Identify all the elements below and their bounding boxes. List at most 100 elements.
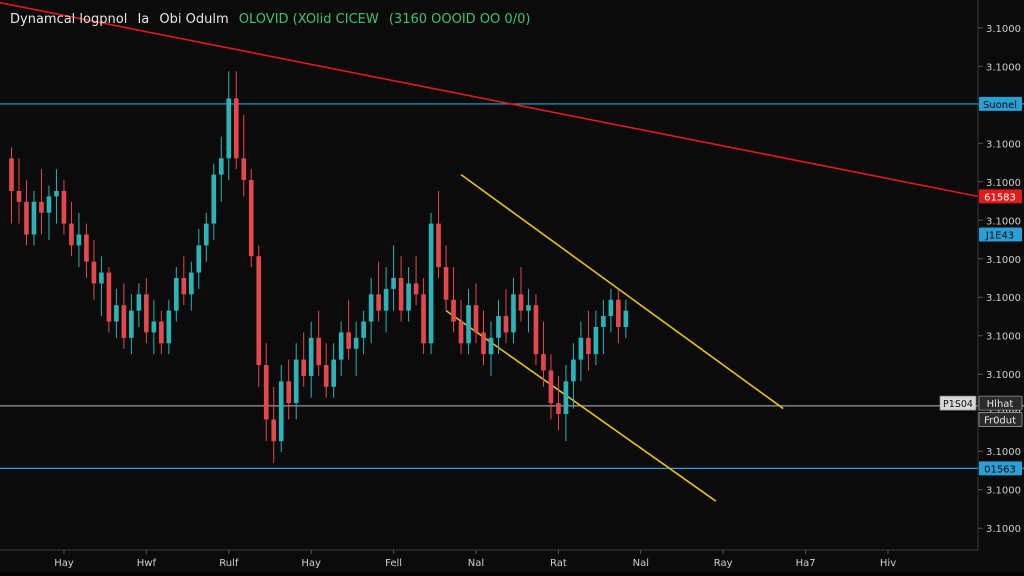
candle[interactable]: [218, 136, 224, 202]
candle[interactable]: [46, 185, 52, 240]
price-tag[interactable]: Suonel: [979, 96, 1022, 111]
candle[interactable]: [39, 169, 44, 235]
candle[interactable]: [293, 343, 299, 420]
interval-label[interactable]: Ia: [137, 12, 150, 27]
price-tag-label: J1E43: [985, 230, 1014, 241]
candle[interactable]: [533, 294, 539, 366]
candle[interactable]: [76, 212, 82, 268]
candle[interactable]: [121, 283, 127, 349]
candle[interactable]: [578, 321, 584, 382]
candle[interactable]: [106, 267, 112, 333]
candle[interactable]: [84, 223, 89, 278]
candle[interactable]: [241, 114, 247, 197]
candle[interactable]: [421, 278, 426, 355]
price-tag[interactable]: 01563: [979, 461, 1022, 476]
candle[interactable]: [271, 386, 277, 463]
candle[interactable]: [623, 299, 629, 338]
candle[interactable]: [541, 321, 546, 387]
candle[interactable]: [286, 359, 292, 420]
candle[interactable]: [488, 321, 494, 376]
candle[interactable]: [256, 245, 262, 387]
candle[interactable]: [443, 245, 449, 311]
candle[interactable]: [353, 321, 359, 376]
price-tag[interactable]: Hlhat: [978, 395, 1023, 411]
line-label[interactable]: P1S04: [939, 395, 977, 411]
candle[interactable]: [406, 267, 411, 322]
candle[interactable]: [91, 239, 97, 300]
candle[interactable]: [616, 288, 621, 344]
candle[interactable]: [428, 212, 434, 355]
candle[interactable]: [593, 310, 599, 366]
candle-body: [121, 305, 127, 338]
candle[interactable]: [136, 283, 142, 327]
candle[interactable]: [473, 283, 479, 344]
candle-body: [106, 272, 112, 322]
candle[interactable]: [451, 267, 456, 333]
candle[interactable]: [211, 163, 217, 240]
candle[interactable]: [346, 299, 351, 360]
candle[interactable]: [174, 267, 179, 322]
candle[interactable]: [144, 278, 149, 344]
candle[interactable]: [159, 310, 164, 355]
candle[interactable]: [398, 256, 404, 322]
candle[interactable]: [188, 261, 194, 311]
candle[interactable]: [496, 299, 501, 355]
candle[interactable]: [503, 288, 509, 344]
candle[interactable]: [458, 299, 464, 355]
candle[interactable]: [16, 158, 22, 224]
candle[interactable]: [31, 190, 37, 246]
candle[interactable]: [391, 245, 396, 311]
candle[interactable]: [548, 354, 554, 420]
candle[interactable]: [226, 71, 232, 181]
candle[interactable]: [586, 310, 591, 371]
candle[interactable]: [563, 365, 569, 442]
price-tag[interactable]: Fr0dut: [978, 412, 1023, 427]
candle[interactable]: [278, 365, 284, 453]
candle[interactable]: [129, 294, 134, 355]
candle[interactable]: [368, 278, 374, 344]
candle[interactable]: [69, 201, 74, 257]
candle[interactable]: [413, 256, 419, 306]
candle[interactable]: [203, 212, 209, 262]
candle[interactable]: [518, 267, 524, 322]
trendline-red-downtrend[interactable]: [0, 1, 979, 198]
candle[interactable]: [114, 288, 119, 338]
candle[interactable]: [338, 321, 344, 376]
candle[interactable]: [466, 288, 471, 355]
candle[interactable]: [181, 256, 187, 306]
candle[interactable]: [601, 299, 606, 355]
candle-body: [9, 158, 14, 191]
candle[interactable]: [556, 375, 561, 431]
candle[interactable]: [263, 343, 269, 442]
candle[interactable]: [24, 180, 29, 246]
candle[interactable]: [196, 229, 202, 289]
candle[interactable]: [481, 310, 486, 366]
candle[interactable]: [436, 190, 441, 278]
candle[interactable]: [54, 169, 59, 224]
candle[interactable]: [308, 321, 314, 398]
candle[interactable]: [331, 343, 336, 398]
candle[interactable]: [376, 261, 381, 322]
candle[interactable]: [571, 343, 576, 409]
candle[interactable]: [361, 310, 366, 355]
trendline-channel-upper[interactable]: [460, 173, 784, 410]
candle[interactable]: [166, 299, 172, 355]
candle[interactable]: [151, 299, 157, 355]
candle[interactable]: [248, 169, 254, 268]
candle[interactable]: [99, 256, 104, 317]
candle[interactable]: [323, 343, 329, 398]
candle[interactable]: [608, 288, 614, 333]
price-tag[interactable]: 61583: [979, 189, 1022, 204]
candle[interactable]: [233, 71, 239, 170]
x-tick-label: Hiv: [880, 558, 896, 569]
candle[interactable]: [316, 310, 321, 376]
symbol-label[interactable]: Obi Odulm: [159, 12, 229, 27]
candle[interactable]: [511, 278, 516, 344]
price-tag[interactable]: J1E43: [979, 227, 1022, 242]
candle[interactable]: [61, 180, 67, 235]
candle[interactable]: [526, 288, 531, 333]
candle[interactable]: [301, 332, 307, 387]
candle[interactable]: [383, 267, 389, 333]
candle[interactable]: [9, 147, 14, 224]
